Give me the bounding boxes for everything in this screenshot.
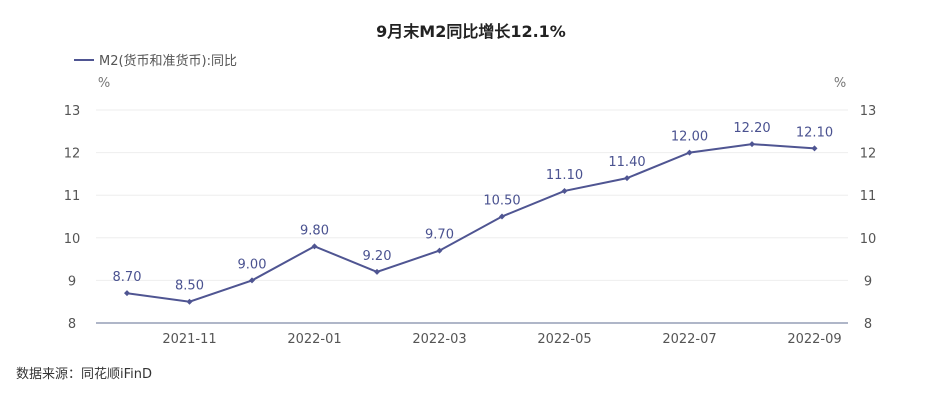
- legend: M2(货币和准货币):同比: [74, 53, 237, 69]
- data-point: [374, 268, 380, 275]
- data-point: [249, 277, 255, 284]
- y-axis-left: 8 9 10 11 12 13: [64, 104, 81, 332]
- y-tick-label-right: 8: [864, 317, 872, 332]
- data-label: 12.10: [796, 125, 833, 140]
- data-label: 9.00: [238, 257, 267, 272]
- x-tick-label: 2022-09: [787, 332, 841, 347]
- data-point: [624, 175, 630, 182]
- y-axis-unit-right: %: [834, 76, 846, 91]
- data-point: [311, 243, 318, 250]
- x-tick-label: 2022-05: [537, 332, 591, 347]
- y-tick-label-left: 10: [64, 232, 81, 247]
- chart-title: 9月末M2同比增长12.1%: [376, 22, 566, 41]
- data-point: [124, 290, 130, 297]
- data-label: 9.20: [363, 249, 392, 264]
- y-axis-right: 8 9 10 11 12 13: [860, 104, 877, 332]
- data-label: 12.20: [733, 121, 770, 136]
- data-label: 9.80: [300, 223, 329, 238]
- y-tick-label-right: 12: [860, 147, 877, 162]
- gridlines: [96, 109, 848, 281]
- source-note: 数据来源：同花顺iFinD: [16, 366, 152, 382]
- y-axis-unit-left: %: [98, 76, 110, 91]
- x-tick-label: 2022-03: [412, 332, 466, 347]
- data-label: 12.00: [671, 130, 708, 145]
- data-point: [499, 213, 505, 220]
- data-point: [186, 298, 193, 305]
- legend-label: M2(货币和准货币):同比: [99, 53, 237, 69]
- x-tick-label: 2021-11: [162, 332, 216, 347]
- x-tick-label: 2022-01: [287, 332, 341, 347]
- data-point: [561, 187, 568, 194]
- data-label: 9.70: [425, 228, 454, 243]
- y-tick-label-left: 9: [68, 274, 76, 289]
- data-point: [436, 247, 443, 254]
- data-label: 8.70: [113, 270, 142, 285]
- y-tick-label-right: 9: [864, 274, 872, 289]
- y-tick-label-right: 11: [860, 189, 877, 204]
- y-tick-label-right: 10: [860, 232, 877, 247]
- data-label: 10.50: [483, 194, 520, 209]
- x-tick-label: 2022-07: [662, 332, 716, 347]
- y-tick-label-right: 13: [860, 104, 877, 119]
- y-tick-label-left: 12: [64, 147, 81, 162]
- data-label: 8.50: [175, 279, 204, 294]
- x-axis-ticks: 2021-11 2022-01 2022-03 2022-05 2022-07 2022-…: [162, 332, 841, 347]
- series-line: [126, 143, 815, 303]
- data-point: [811, 145, 818, 152]
- y-tick-label-left: 11: [64, 189, 81, 204]
- data-labels: 8.70 8.50 9.00 9.80 9.20 9.70 10.50 11.10 11.40 1…: [113, 121, 834, 294]
- data-point: [749, 141, 755, 148]
- y-tick-label-left: 13: [64, 104, 81, 119]
- data-point: [686, 149, 693, 156]
- series-m2: [124, 141, 818, 305]
- y-tick-label-left: 8: [68, 317, 76, 332]
- data-label: 11.40: [608, 155, 645, 170]
- data-label: 11.10: [546, 168, 583, 183]
